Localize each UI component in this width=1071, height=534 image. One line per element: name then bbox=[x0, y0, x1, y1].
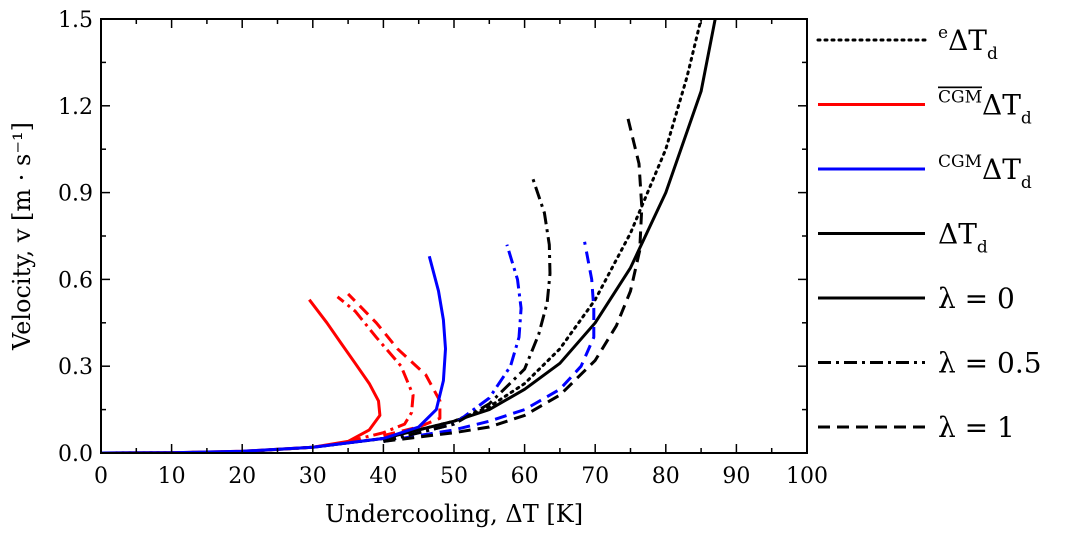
series-line-3 bbox=[101, 298, 382, 453]
series-line-7 bbox=[383, 244, 523, 443]
legend-label: λ = 0.5 bbox=[938, 347, 1042, 380]
legend-label: CGMΔTd bbox=[938, 152, 1032, 193]
x-tick-labels: 0 10 20 30 40 50 60 70 80 90 100 bbox=[94, 464, 828, 489]
series-line-2 bbox=[101, 19, 717, 453]
legend-item: CGMΔTd bbox=[818, 88, 1032, 129]
legend-superscript: e bbox=[938, 23, 948, 43]
x-tick-label: 40 bbox=[369, 464, 397, 489]
x-tick-label: 10 bbox=[158, 464, 186, 489]
legend-superscript: CGM bbox=[938, 88, 982, 108]
legend-main-text: λ = 1 bbox=[938, 411, 1015, 444]
plot-lines bbox=[101, 19, 717, 453]
series-line-8 bbox=[383, 241, 596, 443]
y-axis-title: Velocity, v [m · s⁻¹] bbox=[8, 122, 36, 351]
legend-label: λ = 0 bbox=[938, 282, 1015, 315]
x-tick-label: 60 bbox=[511, 464, 539, 489]
legend-label: CGMΔTd bbox=[938, 88, 1032, 129]
series-line-5 bbox=[347, 292, 442, 438]
y-tick-labels: 0.0 0.3 0.6 0.9 1.2 1.5 bbox=[58, 8, 93, 467]
series-line-4 bbox=[336, 295, 415, 443]
legend-item: eΔTd bbox=[816, 23, 998, 64]
x-tick-label: 90 bbox=[722, 464, 750, 489]
x-tick-label: 50 bbox=[440, 464, 468, 489]
x-axis-title: Undercooling, ΔT [K] bbox=[325, 500, 583, 528]
legend-subscript: d bbox=[977, 238, 988, 258]
legend-item: λ = 0.5 bbox=[818, 347, 1042, 380]
series-line-6 bbox=[101, 255, 447, 453]
legend-label: λ = 1 bbox=[938, 411, 1015, 444]
x-tick-label: 20 bbox=[228, 464, 256, 489]
legend-main-text: ΔT bbox=[982, 89, 1021, 122]
y-tick-label: 0.0 bbox=[58, 442, 93, 467]
y-tick-label: 0.3 bbox=[58, 355, 93, 380]
y-tick-label: 1.2 bbox=[58, 95, 93, 120]
series-line-9 bbox=[383, 174, 552, 443]
x-tick-label: 0 bbox=[94, 464, 108, 489]
legend-superscript: CGM bbox=[938, 152, 982, 172]
y-tick-label: 0.6 bbox=[58, 268, 93, 293]
legend-main-text: ΔT bbox=[982, 153, 1021, 186]
x-tick-label: 100 bbox=[786, 464, 828, 489]
legend-item: λ = 0 bbox=[818, 282, 1015, 315]
legend-label: eΔTd bbox=[938, 23, 998, 64]
series-line-10 bbox=[383, 114, 644, 443]
axis-ticks bbox=[100, 18, 808, 454]
x-tick-label: 30 bbox=[299, 464, 327, 489]
series-line-1 bbox=[101, 19, 703, 453]
x-tick-label: 70 bbox=[581, 464, 609, 489]
legend-item: λ = 1 bbox=[818, 411, 1015, 444]
legend-subscript: d bbox=[1021, 109, 1032, 129]
legend-main-text: λ = 0.5 bbox=[938, 347, 1042, 380]
legend-main-text: λ = 0 bbox=[938, 282, 1015, 315]
legend-item: ΔTd bbox=[818, 218, 988, 258]
legend-subscript: d bbox=[1021, 173, 1032, 193]
x-tick-label: 80 bbox=[652, 464, 680, 489]
legend-subscript: d bbox=[987, 44, 998, 64]
legend-label: ΔTd bbox=[938, 218, 988, 258]
legend-item: CGMΔTd bbox=[818, 152, 1032, 193]
y-tick-label: 1.5 bbox=[58, 8, 93, 33]
y-tick-label: 0.9 bbox=[58, 182, 93, 207]
legend-main-text: ΔT bbox=[948, 24, 987, 57]
legend-main-text: ΔT bbox=[938, 218, 977, 251]
